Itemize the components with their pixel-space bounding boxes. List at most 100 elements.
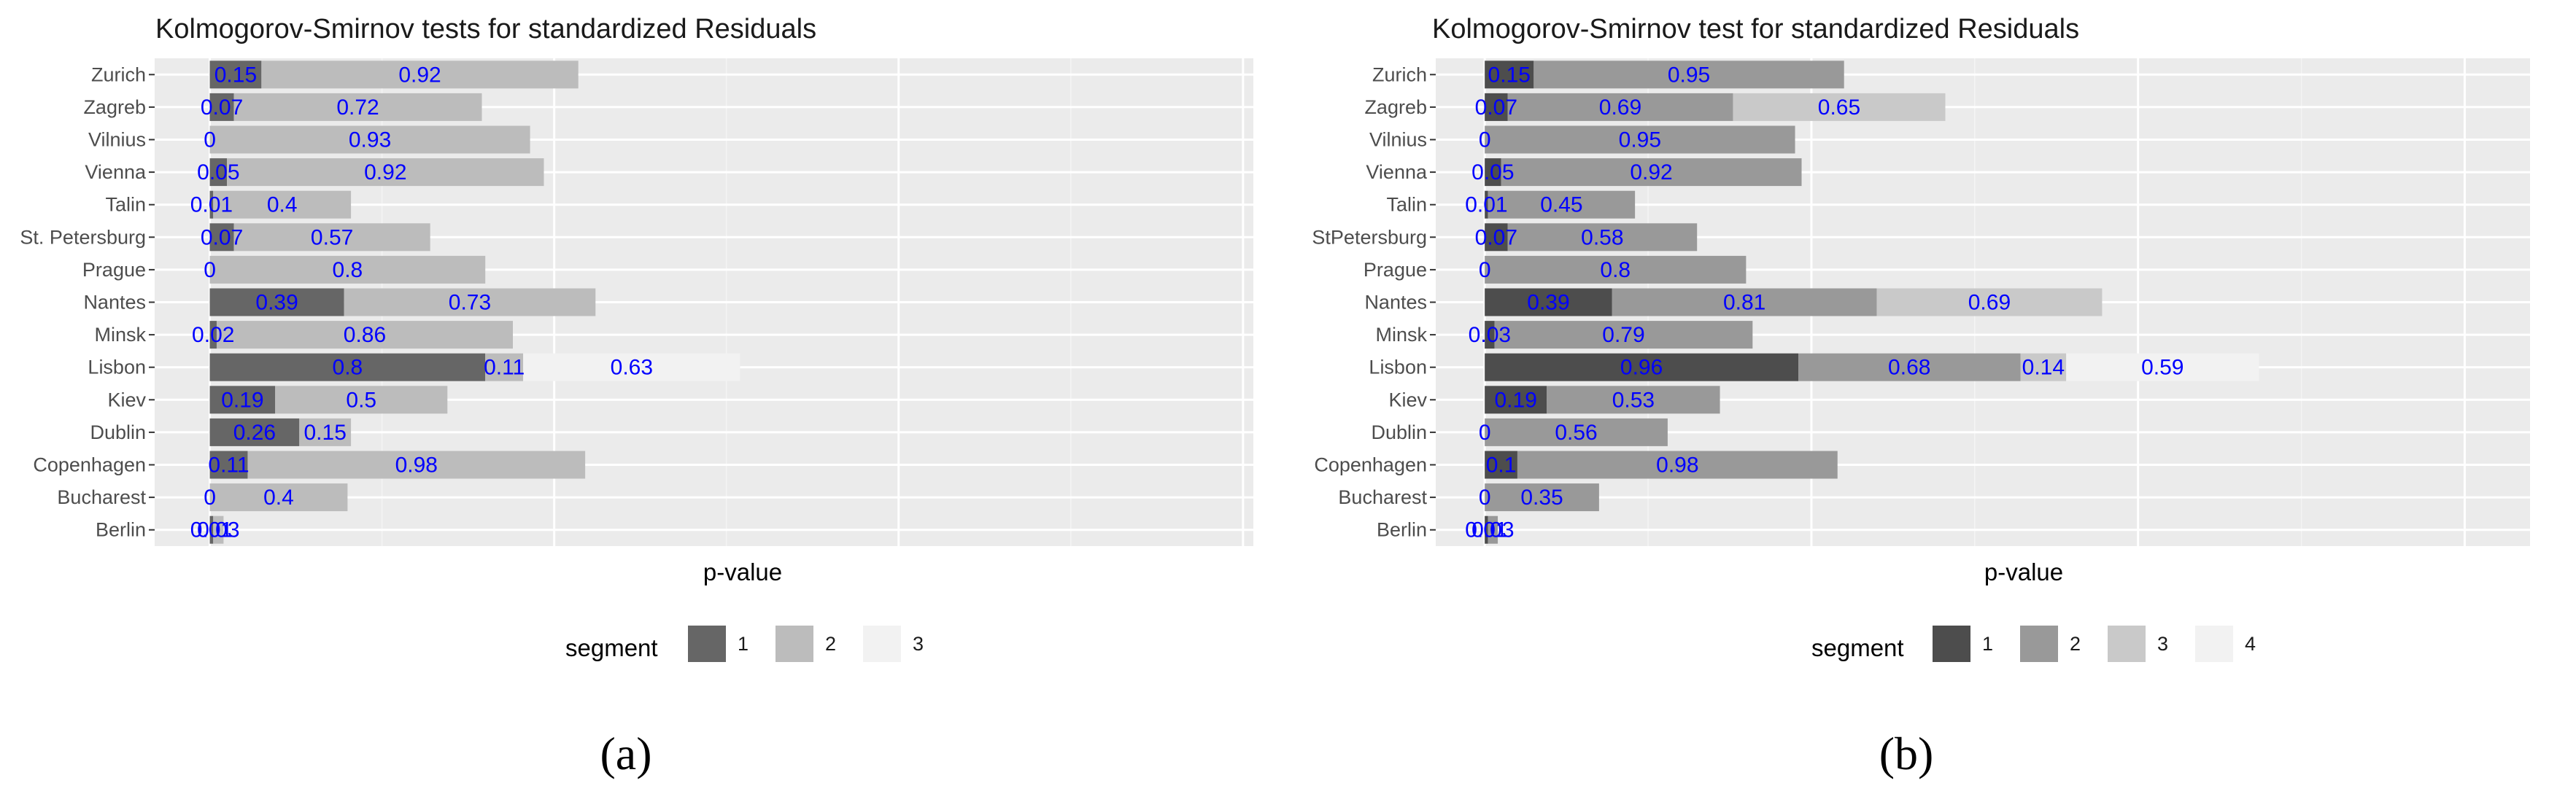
chart-b-value-label: 0.01: [1465, 518, 1507, 542]
chart-a-value-label: 0.98: [395, 454, 438, 478]
chart-a-category-label: Minsk: [94, 324, 146, 346]
chart-a-value-label: 0.72: [336, 96, 379, 120]
chart-b-legend: segment 1 2 3 4: [1811, 626, 2256, 662]
chart-b-panel-label: (b): [1879, 728, 1934, 779]
chart-a-value-label: 0.11: [208, 454, 249, 478]
chart-a-value-label: 0.01: [190, 193, 233, 217]
chart-a-value-label: 0.8: [333, 356, 363, 380]
chart-a-category-label: Vienna: [85, 161, 147, 183]
chart-b-category-label: Copenhagen: [1314, 454, 1427, 476]
chart-a-bar-seg2: [209, 125, 530, 154]
chart-b-value-label: 0.98: [1656, 454, 1698, 478]
chart-b-bar-seg1: [1485, 353, 1799, 381]
chart-b-bar-seg2: [1798, 353, 2021, 381]
chart-a-bar-seg1: [209, 451, 248, 479]
chart-b-value-label: 0.65: [1818, 96, 1860, 120]
chart-b-bar-seg1: [1485, 93, 1508, 121]
chart-b-value-label: 0.03: [1469, 323, 1511, 347]
chart-b-value-label: 0.96: [1620, 356, 1663, 380]
chart-a-category-label: Copenhagen: [33, 454, 146, 476]
chart-a-bar-seg2: [299, 418, 352, 446]
chart-a-value-label: 0.15: [303, 421, 346, 445]
chart-b-bar-seg2: [1494, 321, 1753, 349]
chart-a-value-label: 0.11: [484, 356, 525, 380]
chart-a-value-label: 0.15: [214, 63, 257, 87]
chart-b-bar-seg1: [1485, 288, 1612, 316]
chart-b-value-label: 0.15: [1488, 63, 1531, 87]
chart-a-category-label: Nantes: [83, 292, 146, 314]
chart-b-legend-swatch-2: [2020, 626, 2058, 662]
chart-a-xlabel: p-value: [703, 558, 782, 585]
chart-a-bar-seg2: [261, 61, 579, 89]
chart-b-bar-seg1: [1485, 321, 1495, 349]
chart-b-value-label: 0.81: [1723, 291, 1765, 315]
chart-a-legend-swatch-2: [775, 626, 813, 662]
chart-b-bar-seg2: [1485, 418, 1668, 446]
chart-a-bar-seg2: [485, 353, 524, 381]
chart-a: Kolmogorov-Smirnov tests for standardize…: [20, 14, 1253, 779]
chart-a-bar-seg2: [216, 321, 513, 349]
chart-b-bar-seg2: [1485, 125, 1795, 154]
chart-b-bar-seg4: [2066, 353, 2259, 381]
chart-a-legend-swatch-1: [688, 626, 726, 662]
chart-b-value-label: 0.69: [1968, 291, 2011, 315]
chart-b-value-label: 0.07: [1475, 96, 1517, 120]
chart-a-value-label: 0.39: [255, 291, 298, 315]
chart-a-bar-seg2: [247, 451, 586, 479]
chart-b-value-label: 0.53: [1612, 388, 1655, 412]
chart-a-category-label: Vilnius: [88, 129, 146, 151]
chart-a-bar-seg2: [233, 223, 430, 252]
chart-a-bar-seg1: [209, 190, 214, 219]
chart-b-value-label: 0.19: [1495, 388, 1537, 412]
chart-a-value-label: 0.05: [197, 160, 239, 184]
chart-b-bar-seg3: [2020, 353, 2067, 381]
chart-a-legend-label-1: 1: [738, 633, 749, 655]
chart-b-value-label: 0.95: [1619, 128, 1661, 152]
chart-a-value-label: 0.73: [449, 291, 491, 315]
chart-b-bar-seg3: [1876, 288, 2103, 316]
chart-b-category-label: Bucharest: [1338, 486, 1427, 508]
chart-b-value-label: 0.03: [1471, 518, 1514, 542]
chart-a-bar-seg2: [227, 158, 544, 187]
chart-b-category-label: Lisbon: [1369, 357, 1427, 378]
chart-a-value-label: 0.8: [333, 258, 363, 282]
chart-a-value-label: 0: [204, 486, 216, 510]
chart-b-bar-seg1: [1485, 451, 1517, 479]
chart-b-legend-swatch-1: [1933, 626, 1970, 662]
chart-a-bar-seg1: [209, 223, 234, 252]
chart-b-category-label: Prague: [1364, 259, 1427, 281]
chart-b-bar-seg2: [1533, 61, 1844, 89]
chart-a-value-label: 0.92: [364, 160, 406, 184]
chart-b-legend-swatch-3: [2108, 626, 2146, 662]
chart-b-bar-seg1: [1485, 190, 1488, 219]
chart-a-value-label: 0.57: [311, 225, 353, 249]
chart-a-bar-seg1: [209, 288, 344, 316]
chart-a-panel-label: (a): [600, 728, 651, 779]
chart-b-category-label: Kiev: [1388, 389, 1427, 410]
chart-b-value-label: 0.68: [1888, 356, 1930, 380]
chart-b-bar-seg1: [1485, 386, 1547, 414]
chart-b-bar-seg2: [1612, 288, 1877, 316]
chart-a-legend-label-3: 3: [913, 633, 924, 655]
chart-b-bar-seg2: [1507, 223, 1698, 252]
chart-a-bar-seg1: [209, 61, 262, 89]
chart-a-category-label: Zurich: [91, 63, 146, 85]
chart-b-category-label: Zagreb: [1364, 96, 1427, 118]
chart-b-value-label: 0.79: [1602, 323, 1644, 347]
chart-a-bar-seg3: [523, 353, 740, 381]
chart-b-plot: Zurich Zagreb Vilnius Vienna Talin StPetersbu…: [1312, 58, 2530, 546]
chart-a-legend: segment 1 2 3: [565, 626, 924, 662]
chart-a-bar-seg1: [209, 321, 217, 349]
chart-a-category-label: Dublin: [90, 421, 146, 443]
chart-b-bar-seg2: [1488, 515, 1498, 544]
chart-b-legend-label-4: 4: [2245, 633, 2256, 655]
chart-b-category-label: Zurich: [1372, 63, 1427, 85]
chart-a-value-label: 0.02: [192, 323, 234, 347]
chart-a-category-label: Lisbon: [88, 357, 146, 378]
chart-b-value-label: 0.95: [1668, 63, 1710, 87]
chart-b-category-label: StPetersburg: [1312, 226, 1427, 248]
chart-b-category-label: Berlin: [1377, 519, 1427, 541]
chart-a-category-label: Berlin: [96, 519, 146, 541]
chart-a-bar-seg1: [209, 515, 214, 544]
